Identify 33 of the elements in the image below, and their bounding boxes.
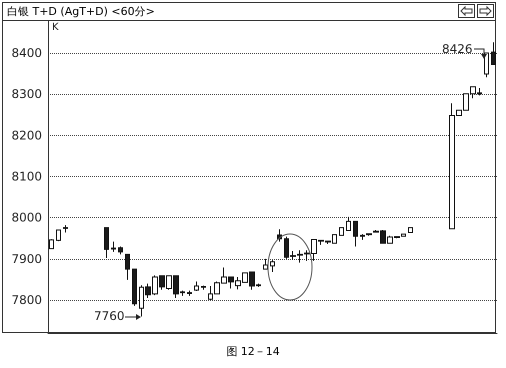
annotation: K — [52, 22, 59, 33]
y-tick-label: 8000 — [11, 210, 42, 225]
candlestick — [201, 285, 206, 290]
candlestick — [194, 281, 199, 292]
candlestick — [104, 227, 109, 259]
annotation: 8426 — [442, 42, 473, 56]
caption: 图 12－14 — [225, 344, 281, 359]
candlestick — [56, 229, 61, 242]
candlestick — [118, 246, 123, 255]
candlestick — [270, 260, 275, 273]
y-tick-label: 7800 — [11, 293, 42, 308]
chart-title: 白银 T+D (AgT+D) <60分> — [7, 5, 155, 18]
candlestick — [346, 216, 351, 231]
annotation: 7760 — [94, 309, 125, 323]
candlestick — [49, 238, 54, 250]
candlestick — [353, 220, 358, 248]
candlestick — [125, 254, 130, 280]
candlestick — [484, 52, 489, 78]
candlestick — [63, 224, 68, 234]
candlestick — [263, 258, 268, 270]
y-tick-label: 8400 — [11, 46, 42, 60]
candlestick — [366, 232, 372, 236]
candlestick — [132, 268, 137, 306]
candlestick — [360, 234, 365, 240]
candlestick — [408, 227, 413, 234]
y-tick-label: 8100 — [11, 170, 42, 184]
y-tick-label: 8200 — [11, 128, 42, 142]
candlestick — [339, 227, 344, 236]
y-tick-label: 8300 — [11, 87, 42, 102]
candlestick — [491, 42, 496, 65]
y-tick-label: 7900 — [11, 252, 42, 266]
candlestick — [187, 290, 192, 296]
candlestick — [111, 241, 116, 252]
